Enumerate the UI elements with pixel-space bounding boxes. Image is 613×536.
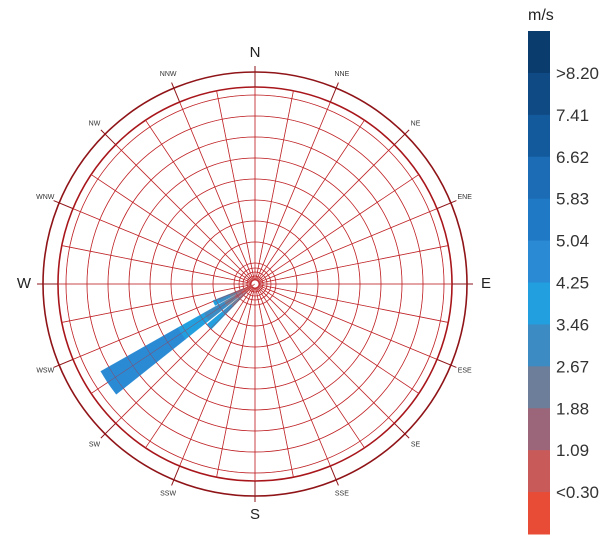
direction-labels: N NNE NE ENE E ESE SE SSE S SSW SW WSW W WNW NW NNW: [17, 44, 491, 523]
legend-label: <0.30: [556, 483, 599, 502]
grid-spoke-overlay: [216, 90, 255, 281]
compass-tick: [393, 422, 410, 439]
compass-tick: [53, 200, 74, 210]
grid-spoke-overlay: [257, 286, 395, 424]
legend-color-segment: [528, 450, 550, 493]
legend-label: 3.46: [556, 315, 589, 334]
grid-spoke-overlay: [256, 287, 331, 467]
grid-spoke-overlay: [115, 286, 253, 424]
grid-spoke-overlay: [179, 287, 254, 467]
legend-label: 1.88: [556, 399, 589, 418]
grid-spoke-overlay: [115, 144, 253, 282]
grid-spoke-overlay: [61, 245, 252, 284]
legend-color-segment: [528, 282, 550, 325]
grid-spoke-overlay: [258, 208, 438, 283]
grid-spoke-overlay: [255, 287, 294, 478]
legend-color-segment: [528, 240, 550, 283]
direction-label-sse: SSE: [335, 491, 349, 498]
grid-spoke-overlay: [257, 120, 365, 281]
compass-tick: [436, 358, 457, 368]
legend-label: 5.83: [556, 190, 589, 209]
compass-tick: [53, 358, 74, 368]
legend-unit: m/s: [528, 7, 554, 24]
grid-spoke-overlay: [258, 285, 438, 360]
grid-spoke-overlay: [258, 284, 449, 323]
compass-tick: [100, 422, 117, 439]
direction-label-ese: ESE: [458, 368, 472, 375]
compass-tick: [100, 129, 117, 146]
compass-tick: [329, 465, 339, 486]
legend-color-segment: [528, 408, 550, 451]
compass-tick: [171, 82, 181, 103]
grid-spoke-overlay: [91, 174, 252, 282]
grid-spoke-overlay: [61, 284, 252, 323]
direction-label-se: SE: [411, 441, 421, 448]
legend-color-segment: [528, 492, 550, 535]
grid-spoke-overlay: [255, 90, 294, 281]
grid-overlay: [58, 87, 452, 481]
direction-label-nw: NW: [89, 120, 101, 127]
legend-color-segment: [528, 114, 550, 158]
grid-spoke-overlay: [256, 101, 331, 281]
direction-label-wsw: WSW: [36, 368, 54, 375]
legend-label: 7.41: [556, 106, 589, 125]
grid-spoke-overlay: [145, 287, 253, 448]
grid-spoke-overlay: [258, 245, 449, 284]
compass-tick: [436, 200, 457, 210]
direction-label-n: N: [250, 44, 261, 61]
legend-color-segment: [528, 198, 550, 242]
direction-label-wnw: WNW: [36, 194, 55, 201]
grid-spoke-overlay: [257, 144, 395, 282]
direction-label-ene: ENE: [458, 194, 473, 201]
compass-tick: [171, 465, 181, 486]
compass-tick: [393, 129, 410, 146]
legend-color-bar: [528, 31, 550, 535]
petal-segment: [212, 298, 221, 306]
grid-spoke-overlay: [91, 286, 252, 394]
legend-color-segment: [528, 72, 550, 116]
grid-spoke-overlay: [145, 120, 253, 281]
direction-label-ne: NE: [411, 120, 421, 127]
legend-label: 1.09: [556, 441, 589, 460]
grid-spoke-overlay: [72, 208, 252, 283]
grid-spoke-overlay: [258, 286, 419, 394]
direction-label-e: E: [481, 275, 491, 292]
direction-label-s: S: [250, 506, 260, 523]
legend-tick-labels: >8.20 7.41 6.62 5.83 5.04 4.25 3.46 2.67 1.88 1.0…: [556, 64, 599, 502]
grid-spoke-overlay: [72, 285, 252, 360]
grid-spoke-overlay: [179, 101, 254, 281]
grid-spoke-overlay: [257, 287, 365, 448]
legend-label: 6.62: [556, 148, 589, 167]
legend-color-segment: [528, 31, 550, 74]
direction-label-w: W: [17, 275, 32, 292]
direction-label-ssw: SSW: [160, 491, 176, 498]
compass-tick: [329, 82, 339, 103]
grid-spoke-overlay: [258, 174, 419, 282]
legend-label: 5.04: [556, 232, 589, 251]
legend-label: 4.25: [556, 274, 589, 293]
legend-color-segment: [528, 156, 550, 200]
direction-label-nne: NNE: [334, 71, 349, 78]
grid-spoke-overlay: [216, 287, 255, 478]
direction-label-sw: SW: [89, 441, 101, 448]
direction-label-nnw: NNW: [160, 71, 177, 78]
legend-label: >8.20: [556, 64, 599, 83]
legend-label: 2.67: [556, 357, 589, 376]
legend-color-segment: [528, 366, 550, 409]
legend-color-segment: [528, 324, 550, 367]
